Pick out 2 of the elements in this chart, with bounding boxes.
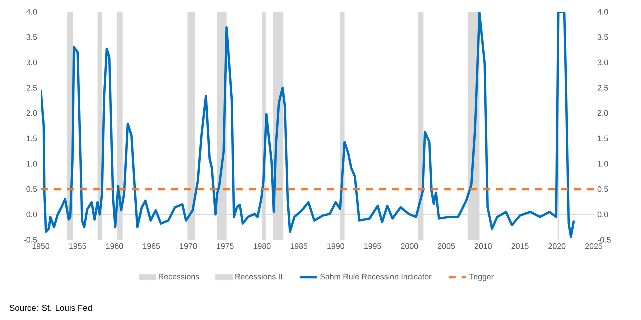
line-series	[41, 12, 576, 238]
source-note: Source: St. Louis Fed	[10, 304, 92, 312]
